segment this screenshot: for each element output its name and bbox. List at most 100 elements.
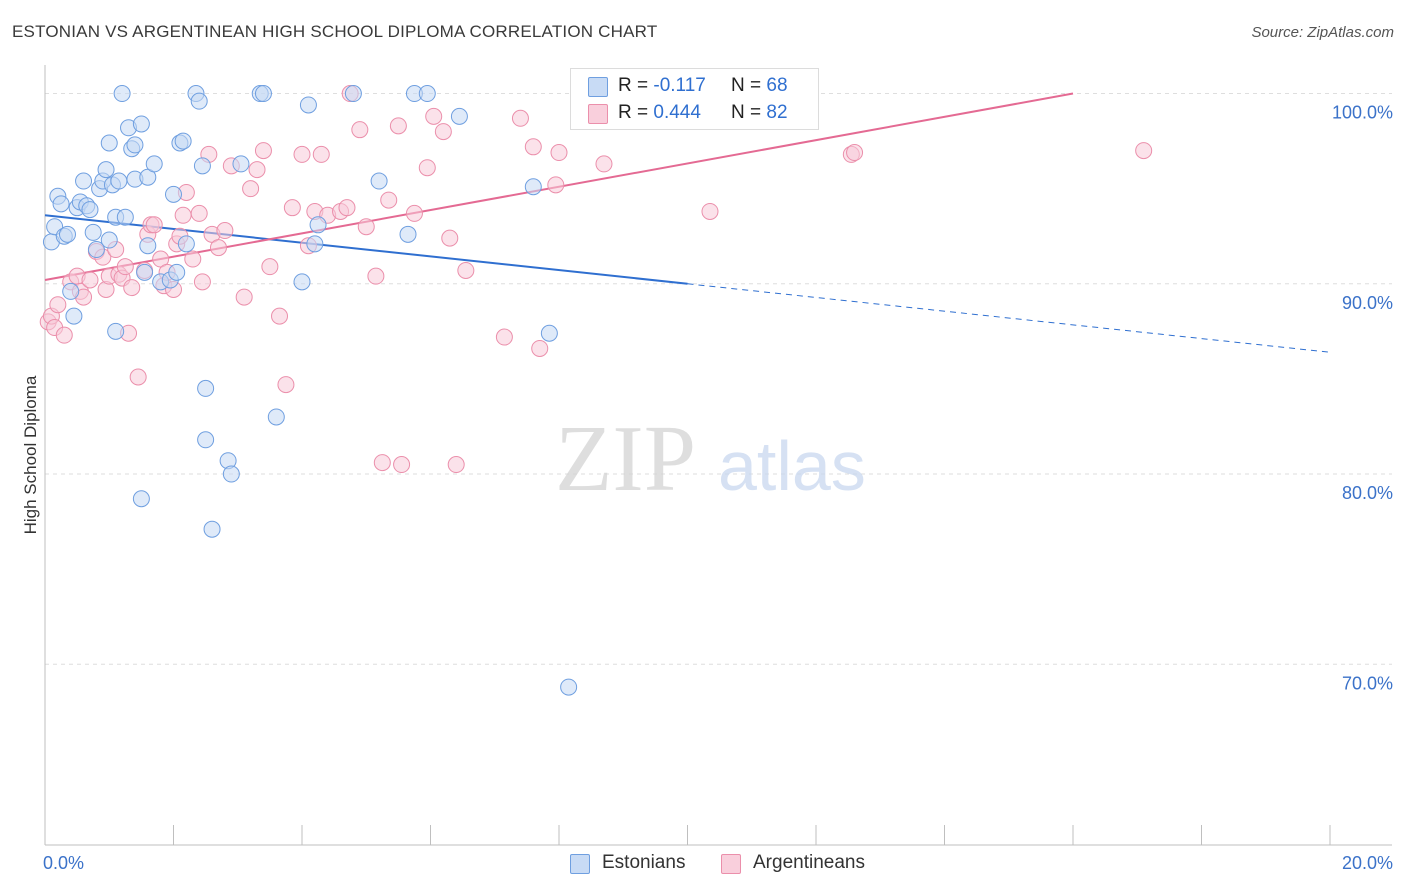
estonians-point bbox=[306, 235, 324, 253]
legend-swatch-argentineans bbox=[721, 854, 741, 874]
argentineans-point bbox=[357, 218, 375, 236]
argentineans-point bbox=[283, 199, 301, 217]
estonians-n-value: 68 bbox=[766, 75, 788, 96]
y-axis-label: High School Diploma bbox=[21, 375, 40, 534]
argentineans-point bbox=[254, 142, 272, 160]
estonians-point bbox=[97, 161, 115, 179]
argentineans-point bbox=[367, 267, 385, 285]
argentineans-point bbox=[235, 288, 253, 306]
estonians-point bbox=[370, 172, 388, 190]
r-label: R = bbox=[618, 102, 654, 123]
estonians-point bbox=[139, 237, 157, 255]
argentineans-point bbox=[312, 145, 330, 163]
argentineans-point bbox=[550, 144, 568, 162]
estonians-point bbox=[222, 465, 240, 483]
estonians-point bbox=[177, 235, 195, 253]
argentineans-point bbox=[293, 145, 311, 163]
estonians-point bbox=[344, 85, 362, 103]
estonians-r-value: -0.117 bbox=[653, 75, 706, 96]
argentineans-point bbox=[248, 161, 266, 179]
n-label: N = bbox=[731, 102, 767, 123]
series-legend: Estonians Argentineans bbox=[0, 852, 1406, 878]
estonians-point bbox=[107, 322, 125, 340]
estonians-point bbox=[193, 157, 211, 175]
argentineans-point bbox=[209, 239, 227, 257]
estonians-point bbox=[136, 263, 154, 281]
estonians-point bbox=[110, 172, 128, 190]
estonians-points bbox=[42, 85, 578, 696]
argentineans-point bbox=[495, 328, 513, 346]
estonians-point bbox=[560, 678, 578, 696]
estonians-point bbox=[450, 107, 468, 125]
estonians-point bbox=[81, 201, 99, 219]
argentineans-point bbox=[389, 117, 407, 135]
y-tick-label: 80.0% bbox=[1342, 483, 1393, 503]
watermark: ZIP atlas bbox=[555, 407, 866, 511]
legend-label-argentineans: Argentineans bbox=[753, 852, 865, 873]
argentineans-r-value: 0.444 bbox=[653, 102, 701, 123]
estonians-point bbox=[399, 225, 417, 243]
estonians-point bbox=[132, 115, 150, 133]
estonians-point bbox=[418, 85, 436, 103]
argentineans-point bbox=[174, 206, 192, 224]
estonians-point bbox=[132, 490, 150, 508]
argentineans-point bbox=[447, 456, 465, 474]
argentineans-swatch bbox=[588, 104, 608, 124]
y-tick-label: 90.0% bbox=[1342, 293, 1393, 313]
legend-label-estonians: Estonians bbox=[602, 852, 686, 873]
estonians-point bbox=[100, 231, 118, 249]
estonians-point bbox=[309, 216, 327, 234]
estonians-point bbox=[65, 307, 83, 325]
estonians-point bbox=[293, 273, 311, 291]
watermark-zip: ZIP bbox=[555, 407, 696, 511]
argentineans-point bbox=[531, 339, 549, 357]
estonians-point bbox=[145, 155, 163, 173]
argentineans-point bbox=[271, 307, 289, 325]
argentineans-point bbox=[405, 204, 423, 222]
y-tick-labels: 100.0% 90.0% 80.0% 70.0% bbox=[1332, 103, 1393, 694]
argentineans-point bbox=[277, 376, 295, 394]
estonians-point bbox=[100, 134, 118, 152]
stats-legend: R = -0.117 N = 68 R = 0.444 N = 82 bbox=[570, 68, 819, 130]
argentineans-points bbox=[39, 85, 1153, 474]
argentineans-point bbox=[524, 138, 542, 156]
estonians-point bbox=[126, 136, 144, 154]
chart-source: Source: ZipAtlas.com bbox=[1251, 24, 1394, 41]
estonians-point bbox=[203, 520, 221, 538]
argentineans-point bbox=[511, 109, 529, 127]
estonians-point bbox=[190, 92, 208, 110]
estonians-point bbox=[168, 263, 186, 281]
chart-title: ESTONIAN VS ARGENTINEAN HIGH SCHOOL DIPL… bbox=[12, 22, 658, 41]
argentineans-point bbox=[193, 273, 211, 291]
estonians-swatch bbox=[588, 77, 608, 97]
argentineans-point bbox=[373, 454, 391, 472]
estonians-point bbox=[52, 195, 70, 213]
estonians-point bbox=[197, 379, 215, 397]
argentineans-point bbox=[547, 176, 565, 194]
r-label: R = bbox=[618, 75, 654, 96]
argentineans-point bbox=[190, 204, 208, 222]
argentineans-point bbox=[55, 326, 73, 344]
trend-lines bbox=[44, 92, 1331, 353]
argentineans-point bbox=[457, 261, 475, 279]
argentineans-point bbox=[441, 229, 459, 247]
y-tick-label: 100.0% bbox=[1332, 103, 1393, 123]
argentineans-point bbox=[434, 123, 452, 141]
argentineans-point bbox=[418, 159, 436, 177]
x-tick-label-min: 0.0% bbox=[43, 853, 84, 873]
argentineans-point bbox=[380, 191, 398, 209]
estonians-point bbox=[254, 85, 272, 103]
estonians-trend-extension bbox=[687, 283, 1331, 353]
estonians-point bbox=[232, 155, 250, 173]
argentineans-point bbox=[123, 279, 141, 297]
argentineans-point bbox=[242, 180, 260, 198]
axes bbox=[44, 65, 1392, 846]
argentineans-point bbox=[701, 202, 719, 220]
estonians-point bbox=[540, 324, 558, 342]
argentineans-point bbox=[846, 144, 864, 162]
argentineans-point bbox=[49, 296, 67, 314]
argentineans-point bbox=[425, 107, 443, 125]
y-tick-label: 70.0% bbox=[1342, 673, 1393, 693]
estonians-point bbox=[87, 241, 105, 259]
